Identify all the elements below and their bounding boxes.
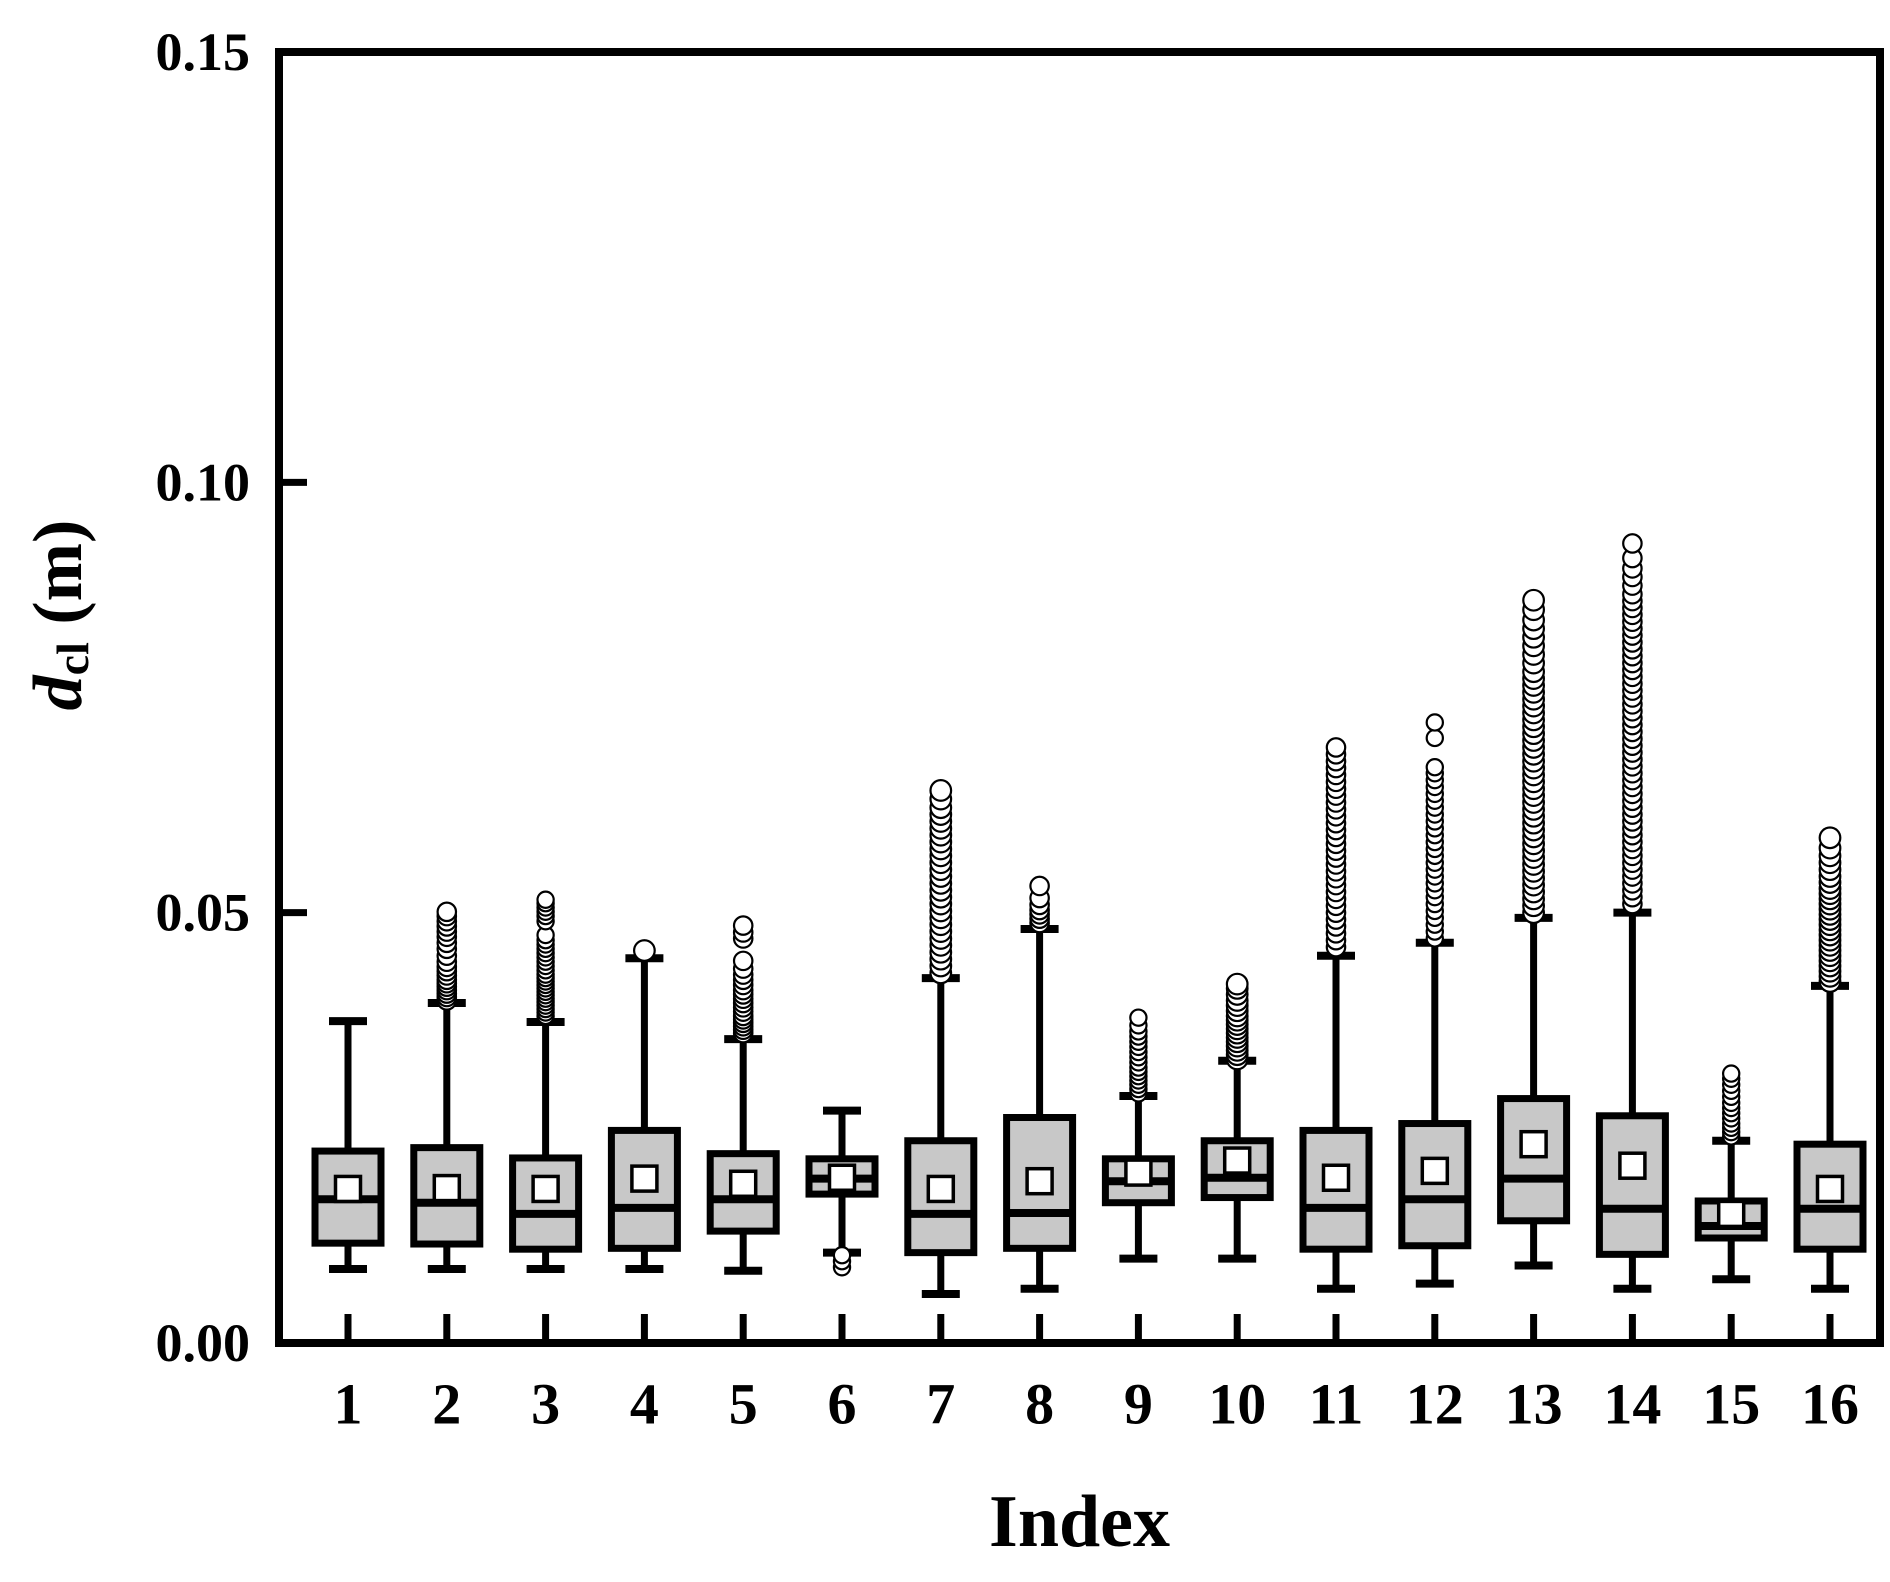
- x-tick-label: 12: [1406, 1372, 1464, 1437]
- outliers-group: [436, 901, 458, 1011]
- y-tick-label: 0.00: [156, 1313, 251, 1373]
- x-tick-label: 4: [630, 1372, 659, 1437]
- x-tick-label: 5: [729, 1372, 758, 1437]
- box-plot-group-10: [1200, 972, 1274, 1263]
- box-plot-group-16: [1793, 826, 1867, 1293]
- x-tick-label: 1: [334, 1372, 363, 1437]
- y-axis: 0.00 0.05 0.10 0.15: [156, 22, 307, 1373]
- mean-marker: [1222, 1146, 1252, 1175]
- outlier-circle: [732, 915, 754, 936]
- outlier-circle: [732, 950, 754, 972]
- mean-marker: [1716, 1199, 1746, 1229]
- outlier-circle: [633, 939, 656, 962]
- box-plot-group-11: [1299, 737, 1373, 1293]
- mean-marker: [926, 1174, 956, 1204]
- mean-marker: [1321, 1163, 1351, 1193]
- outlier-circle: [832, 1246, 852, 1265]
- outliers-group: [1622, 533, 1643, 915]
- outliers-group: [1721, 1064, 1741, 1146]
- mean-marker: [1420, 1156, 1450, 1186]
- box-plot-group-2: [410, 901, 484, 1273]
- iqr-box: [607, 1126, 681, 1252]
- mean-marker: [333, 1174, 363, 1204]
- outliers-group: [1225, 972, 1249, 1071]
- box-plot-group-14: [1595, 533, 1669, 1293]
- x-tick-label: 11: [1309, 1372, 1364, 1437]
- x-tick-label: 6: [828, 1372, 857, 1437]
- outlier-circle: [436, 901, 458, 923]
- box-plot-group-15: [1694, 1064, 1768, 1284]
- outliers-group: [1029, 875, 1050, 934]
- outlier-circle: [1622, 533, 1643, 554]
- outlier-circle: [1425, 728, 1445, 748]
- outliers-group: [1818, 826, 1842, 993]
- mean-marker: [1519, 1129, 1548, 1159]
- x-tick-label: 14: [1603, 1372, 1661, 1437]
- y-tick-label: 0.05: [156, 883, 251, 943]
- mean-marker: [630, 1164, 659, 1193]
- outlier-circle: [1129, 1008, 1148, 1027]
- outlier-circle: [1522, 588, 1545, 612]
- x-tick-label: 7: [926, 1372, 955, 1437]
- box-plot-group-9: [1101, 1008, 1175, 1263]
- iqr-box: [1497, 1095, 1571, 1225]
- mean-marker: [1618, 1151, 1647, 1180]
- mean-marker: [1124, 1158, 1153, 1187]
- box-plot-group-1: [311, 1017, 385, 1273]
- iqr-box: [1398, 1120, 1472, 1250]
- mean-marker: [432, 1173, 462, 1203]
- mean-marker: [1025, 1166, 1054, 1196]
- plot-frame: [275, 48, 1884, 1347]
- x-tick-label: 9: [1124, 1372, 1153, 1437]
- outliers-group: [1129, 1008, 1148, 1103]
- iqr-box: [410, 1144, 484, 1248]
- outliers-group: [633, 939, 656, 962]
- x-tick-label: 2: [432, 1372, 461, 1437]
- x-tick-label: 16: [1801, 1372, 1859, 1437]
- outlier-circle: [1225, 972, 1249, 996]
- outliers-group: [1522, 588, 1545, 925]
- y-tick-label: 0.10: [156, 452, 251, 512]
- outliers-group: [929, 779, 953, 985]
- outlier-circle: [1325, 737, 1347, 758]
- outlier-circle: [1029, 875, 1050, 897]
- box-plot-group-3: [509, 890, 583, 1273]
- outlier-circle: [1425, 713, 1445, 732]
- mean-marker: [531, 1174, 560, 1204]
- box-plot-group-13: [1497, 588, 1571, 1270]
- box-plot-group-4: [607, 939, 681, 1273]
- x-tick-label: 15: [1702, 1372, 1760, 1437]
- outliers-group: [1325, 737, 1347, 958]
- outliers-group: [832, 1246, 852, 1277]
- x-axis: 1 2 3 4 5 6 7 8 9 10 11 12 13 14 15 16: [334, 1314, 1859, 1437]
- outlier-circle: [536, 890, 555, 909]
- box-plot-group-8: [1003, 875, 1077, 1293]
- box-plot-group-6: [805, 1106, 879, 1277]
- outlier-circle: [1425, 758, 1445, 777]
- box-plot-group-7: [904, 779, 978, 1298]
- x-tick-label: 3: [531, 1372, 560, 1437]
- iqr-box: [1595, 1112, 1669, 1258]
- x-axis-title: Index: [989, 1481, 1170, 1563]
- y-axis-title: dcl (m): [20, 520, 98, 711]
- box-plot-group-12: [1398, 713, 1472, 1288]
- outliers-group: [1425, 713, 1445, 948]
- outlier-circle: [929, 779, 953, 802]
- outlier-circle: [1721, 1064, 1741, 1083]
- box-plot-group-5: [706, 915, 780, 1275]
- outliers-group: [536, 890, 555, 1026]
- x-tick-label: 13: [1505, 1372, 1563, 1437]
- mean-marker: [1815, 1174, 1845, 1204]
- x-tick-label: 8: [1025, 1372, 1054, 1437]
- outliers-group: [732, 915, 754, 1044]
- mean-marker: [728, 1169, 758, 1199]
- x-tick-label: 10: [1208, 1372, 1266, 1437]
- y-tick-label: 0.15: [156, 22, 251, 82]
- outlier-circle: [1818, 826, 1842, 850]
- mean-marker: [827, 1163, 857, 1193]
- iqr-box: [509, 1154, 583, 1253]
